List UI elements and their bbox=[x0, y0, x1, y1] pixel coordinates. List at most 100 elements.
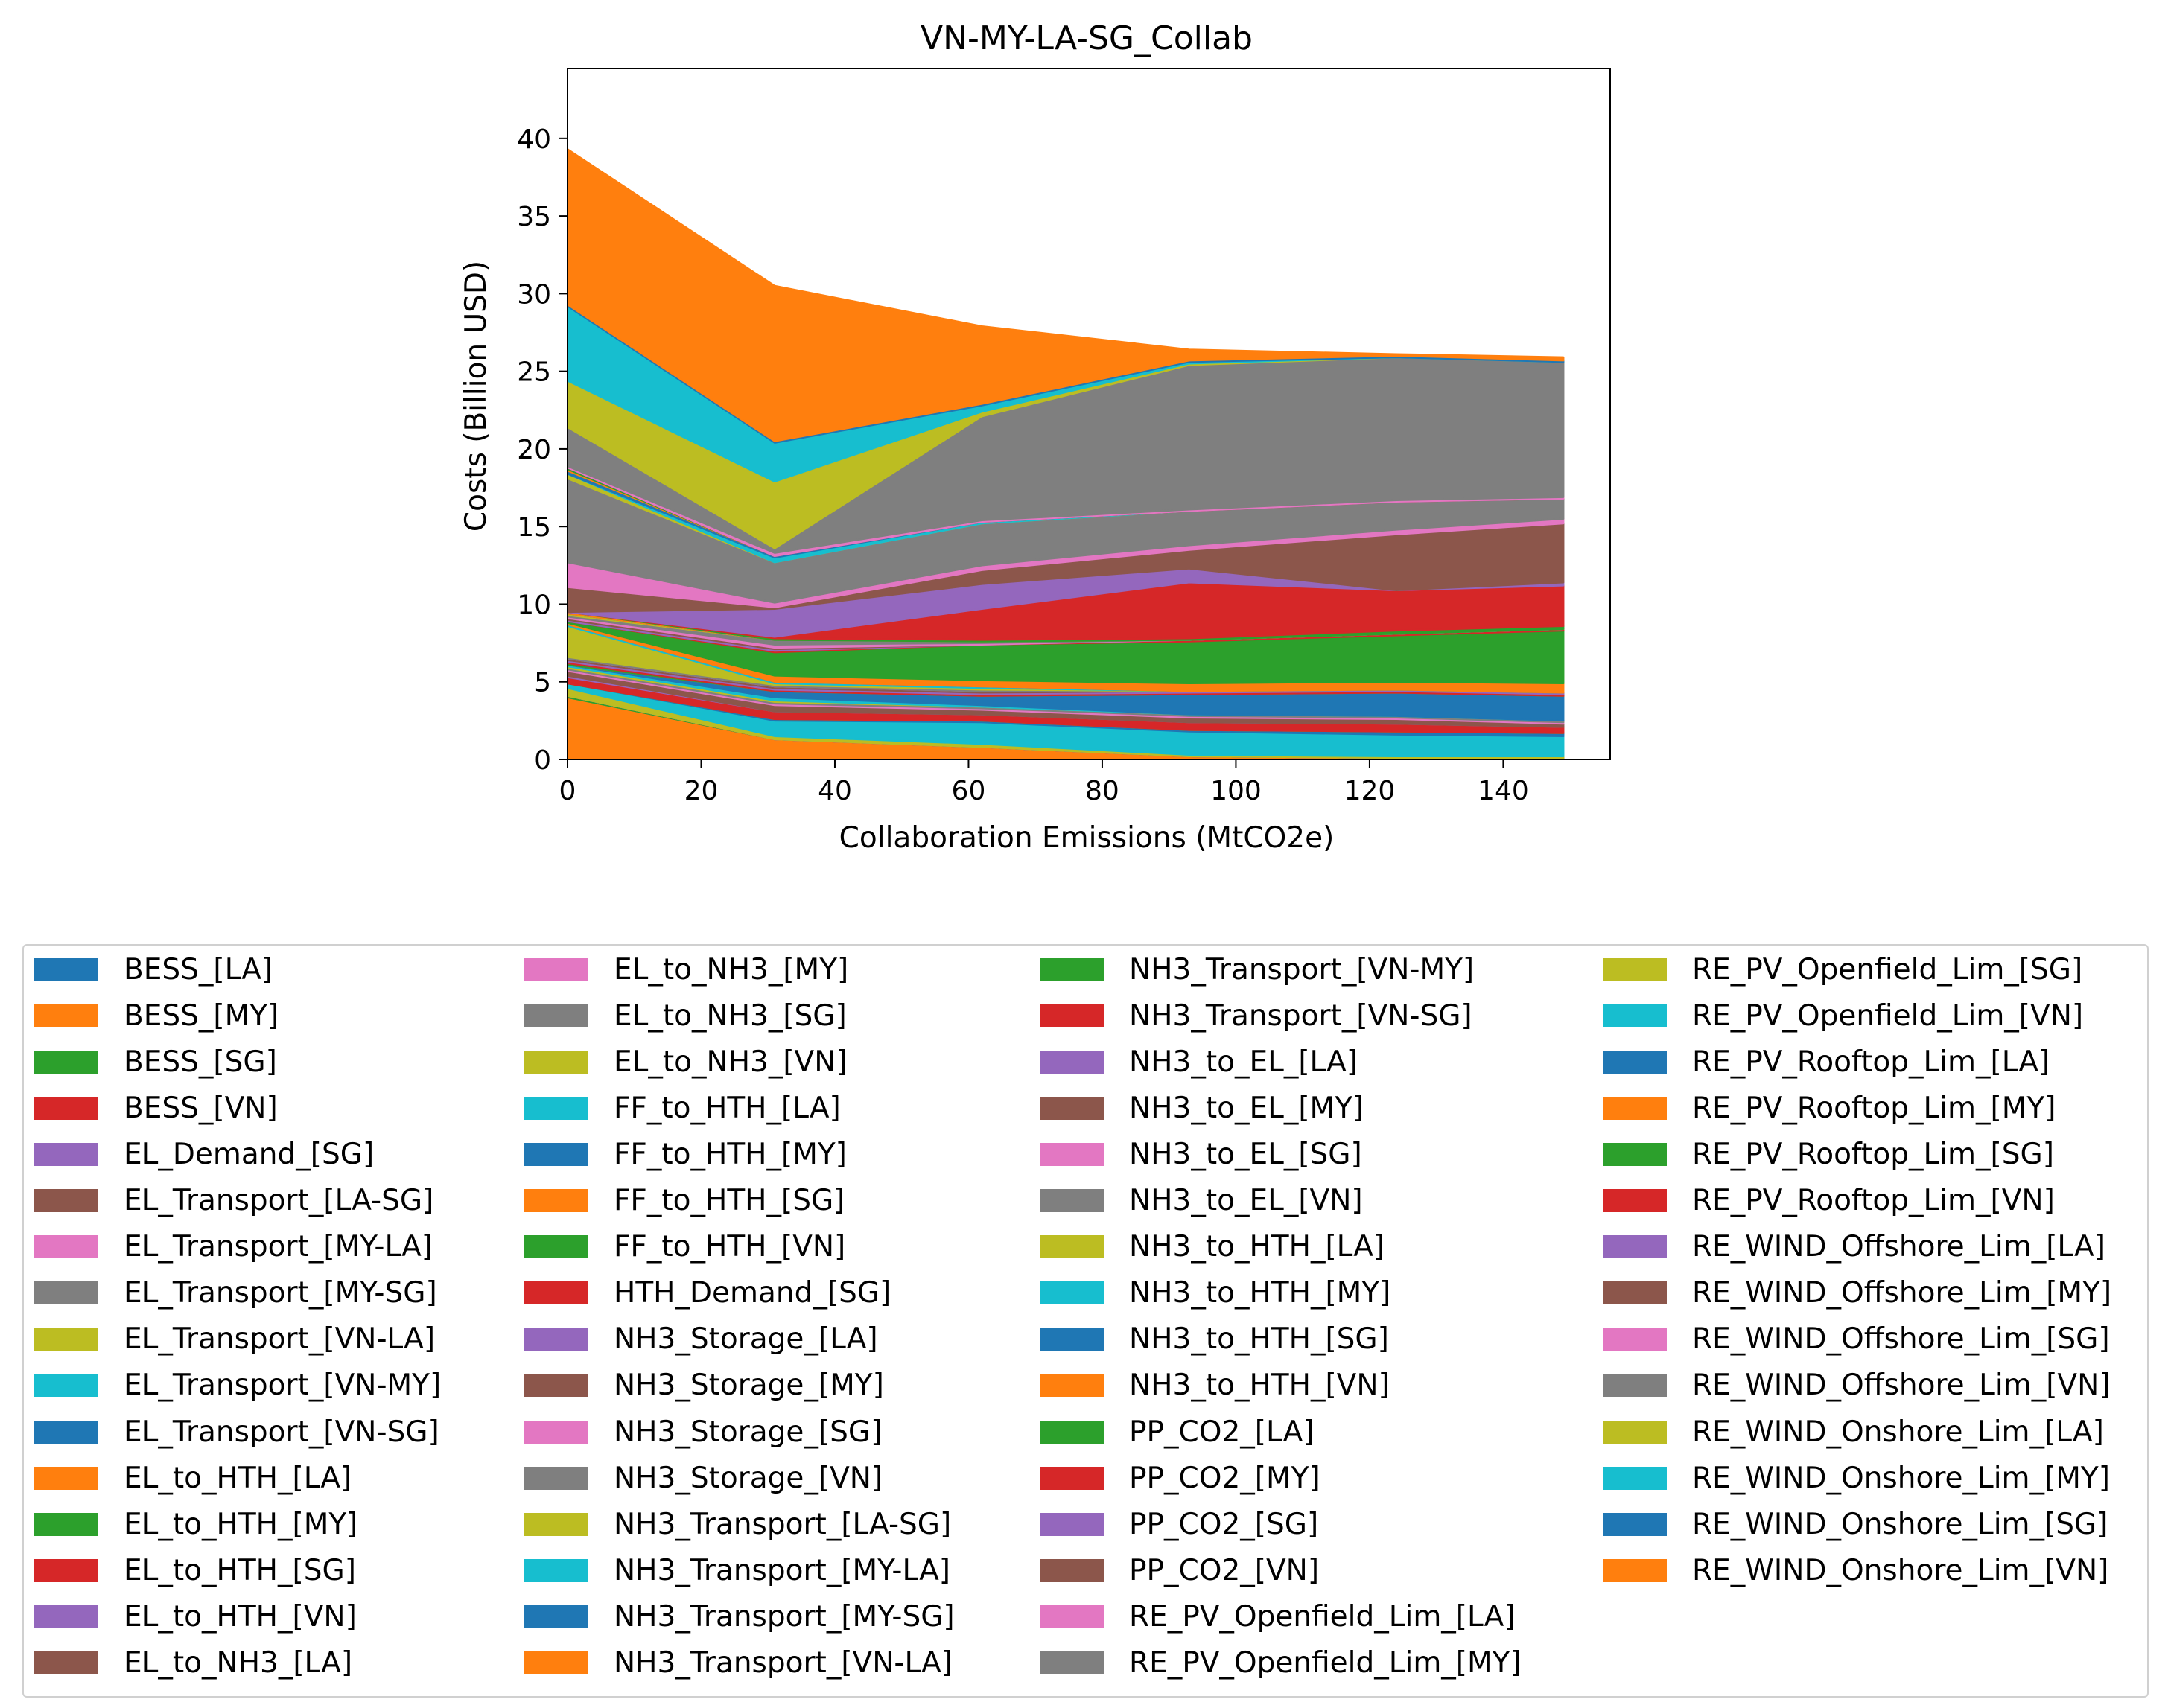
x-tick-label: 140 bbox=[1478, 776, 1529, 806]
legend-swatch bbox=[34, 1558, 98, 1582]
legend-item: NH3_Storage_[LA] bbox=[524, 1322, 878, 1357]
legend-swatch bbox=[34, 1189, 98, 1212]
y-tick-label: 25 bbox=[517, 357, 551, 388]
legend-item: HTH_Demand_[SG] bbox=[524, 1276, 891, 1310]
legend-label: EL_Transport_[MY-LA] bbox=[124, 1230, 433, 1264]
legend-swatch bbox=[524, 1651, 588, 1674]
legend-item: EL_to_HTH_[LA] bbox=[34, 1462, 352, 1495]
legend-swatch bbox=[34, 1328, 98, 1351]
legend-swatch bbox=[1603, 1420, 1667, 1444]
legend-swatch bbox=[524, 1605, 588, 1628]
legend-item: NH3_Transport_[VN-MY] bbox=[1040, 953, 1474, 987]
legend-item: EL_to_HTH_[VN] bbox=[34, 1599, 357, 1634]
legend-item: EL_to_HTH_[MY] bbox=[34, 1507, 358, 1541]
legend-swatch bbox=[1040, 1651, 1104, 1674]
legend-item: EL_to_HTH_[SG] bbox=[34, 1554, 356, 1587]
y-tick-label: 15 bbox=[517, 512, 551, 543]
legend-label: RE_WIND_Offshore_Lim_[VN] bbox=[1692, 1368, 2111, 1403]
legend-label: NH3_Transport_[MY-SG] bbox=[614, 1599, 955, 1634]
legend-label: RE_PV_Rooftop_Lim_[SG] bbox=[1692, 1137, 2054, 1171]
legend-item: RE_PV_Openfield_Lim_[VN] bbox=[1603, 999, 2083, 1033]
legend-swatch bbox=[34, 1050, 98, 1074]
legend-label: EL_to_HTH_[MY] bbox=[124, 1507, 358, 1541]
legend-item: FF_to_HTH_[LA] bbox=[524, 1091, 841, 1125]
legend-label: NH3_to_EL_[SG] bbox=[1129, 1137, 1362, 1171]
axes-group: 0 20 40 60 80 100 120 140 0 5 10 15 20 25 30 35 40 bbox=[517, 68, 1611, 806]
area-series-61 bbox=[568, 148, 1565, 442]
legend-swatch bbox=[1603, 1189, 1667, 1212]
y-tick-label: 35 bbox=[517, 202, 551, 232]
legend-label: FF_to_HTH_[LA] bbox=[614, 1091, 841, 1125]
legend-swatch bbox=[1603, 1466, 1667, 1490]
legend: BESS_[LA] BESS_[MY] BESS_[SG] BESS_[VN] EL_D… bbox=[22, 944, 2149, 1698]
legend-item: EL_Transport_[VN-MY] bbox=[34, 1368, 441, 1402]
legend-item: NH3_Transport_[LA-SG] bbox=[524, 1508, 951, 1541]
legend-label: NH3_Storage_[LA] bbox=[614, 1322, 878, 1357]
legend-item: FF_to_HTH_[MY] bbox=[524, 1138, 847, 1171]
y-tick-label: 10 bbox=[517, 590, 551, 620]
legend-item: RE_WIND_Onshore_Lim_[SG] bbox=[1603, 1507, 2108, 1541]
legend-label: BESS_[SG] bbox=[124, 1045, 277, 1079]
legend-item: RE_PV_Rooftop_Lim_[VN] bbox=[1603, 1184, 2055, 1217]
legend-swatch bbox=[1040, 1050, 1104, 1074]
legend-label: EL_to_NH3_[SG] bbox=[614, 998, 847, 1033]
area-series-group bbox=[568, 148, 1565, 759]
legend-item: RE_WIND_Onshore_Lim_[VN] bbox=[1603, 1554, 2108, 1587]
legend-item: BESS_[SG] bbox=[34, 1045, 277, 1079]
legend-item: NH3_Storage_[VN] bbox=[524, 1461, 883, 1495]
legend-swatch bbox=[1040, 1420, 1104, 1444]
legend-swatch bbox=[524, 1374, 588, 1398]
y-axis-label: Costs (Billion USD) bbox=[460, 261, 493, 532]
legend-swatch bbox=[1040, 1466, 1104, 1490]
y-tick-label: 30 bbox=[517, 279, 551, 310]
legend-item: RE_WIND_Offshore_Lim_[VN] bbox=[1603, 1368, 2111, 1403]
legend-label: PP_CO2_[SG] bbox=[1129, 1507, 1319, 1541]
legend-swatch bbox=[524, 1466, 588, 1490]
legend-label: NH3_Storage_[SG] bbox=[614, 1415, 883, 1449]
legend-label: BESS_[MY] bbox=[124, 998, 279, 1033]
legend-label: PP_CO2_[LA] bbox=[1129, 1415, 1315, 1449]
legend-item: EL_Demand_[SG] bbox=[34, 1138, 374, 1171]
x-tick-label: 80 bbox=[1085, 776, 1119, 806]
legend-swatch bbox=[1603, 1235, 1667, 1259]
legend-item: NH3_to_HTH_[LA] bbox=[1040, 1230, 1385, 1264]
legend-label: NH3_Storage_[VN] bbox=[614, 1461, 883, 1495]
legend-swatch bbox=[1040, 1512, 1104, 1536]
legend-swatch bbox=[1603, 1050, 1667, 1074]
legend-label: EL_to_HTH_[VN] bbox=[124, 1599, 357, 1634]
legend-item: RE_WIND_Onshore_Lim_[MY] bbox=[1603, 1461, 2110, 1495]
x-tick-label: 20 bbox=[684, 776, 719, 806]
legend-item: NH3_to_HTH_[VN] bbox=[1040, 1368, 1390, 1402]
legend-swatch bbox=[1603, 1142, 1667, 1166]
legend-item: NH3_Storage_[SG] bbox=[524, 1415, 883, 1449]
legend-label: BESS_[VN] bbox=[124, 1091, 278, 1125]
legend-swatch bbox=[1603, 1281, 1667, 1305]
legend-label: FF_to_HTH_[SG] bbox=[614, 1184, 845, 1217]
legend-label: RE_WIND_Offshore_Lim_[MY] bbox=[1692, 1276, 2112, 1310]
legend-item: NH3_to_HTH_[MY] bbox=[1040, 1276, 1390, 1310]
legend-swatch bbox=[34, 1235, 98, 1259]
legend-swatch bbox=[1040, 1374, 1104, 1398]
legend-item: RE_PV_Openfield_Lim_[SG] bbox=[1603, 953, 2082, 987]
legend-label: HTH_Demand_[SG] bbox=[614, 1276, 891, 1310]
legend-swatch bbox=[1603, 1004, 1667, 1027]
x-tick-label: 60 bbox=[952, 776, 986, 806]
legend-swatch bbox=[524, 1328, 588, 1351]
legend-swatch bbox=[1040, 1189, 1104, 1212]
legend-label: RE_WIND_Onshore_Lim_[SG] bbox=[1692, 1507, 2108, 1541]
legend-swatch bbox=[524, 1235, 588, 1259]
legend-swatch bbox=[1603, 1374, 1667, 1398]
legend-item: RE_PV_Rooftop_Lim_[LA] bbox=[1603, 1045, 2050, 1079]
y-tick-label: 40 bbox=[517, 124, 551, 155]
legend-item: NH3_Transport_[MY-SG] bbox=[524, 1599, 955, 1634]
legend-label: PP_CO2_[MY] bbox=[1129, 1461, 1320, 1495]
legend-swatch bbox=[1040, 957, 1104, 981]
x-tick-label: 0 bbox=[559, 776, 576, 806]
legend-swatch bbox=[34, 1512, 98, 1536]
legend-label: RE_WIND_Onshore_Lim_[MY] bbox=[1692, 1461, 2110, 1495]
legend-swatch bbox=[1040, 1142, 1104, 1166]
legend-item: EL_Transport_[LA-SG] bbox=[34, 1184, 433, 1217]
legend-swatch bbox=[1603, 1328, 1667, 1351]
legend-label: EL_Transport_[MY-SG] bbox=[124, 1276, 437, 1310]
